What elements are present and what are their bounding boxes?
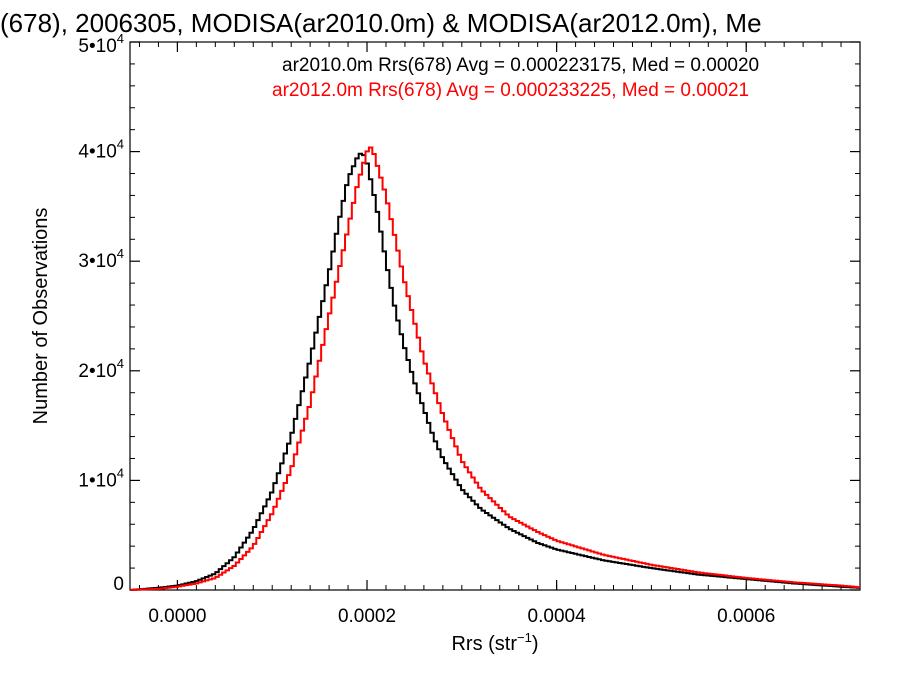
chart-title: (678), 2006305, MODISA(ar2010.0m) & MODI… (0, 8, 762, 38)
series-layer (130, 146, 860, 591)
series-ar2012-line (130, 146, 860, 591)
y-tick-label: 1•104 (78, 465, 124, 491)
y-tick-label-base: 4•10 (78, 142, 116, 163)
y-tick-label-exp: 4 (117, 465, 124, 480)
x-axis-label-tail: ) (532, 633, 539, 655)
y-tick-label: 5•104 (78, 31, 124, 57)
y-tick-label-exp: 4 (117, 137, 124, 152)
y-tick-label-base: 5•10 (78, 36, 116, 57)
y-tick-label-base: 2•10 (78, 361, 116, 382)
x-axis-label-main: Rrs (str (451, 633, 517, 655)
y-tick-label-base: 3•10 (78, 251, 116, 272)
y-tick-label-exp: 4 (117, 31, 124, 46)
y-tick-label-exp: 4 (117, 356, 124, 371)
x-tick-label: 0.0002 (338, 606, 396, 627)
y-tick-label-exp: 4 (117, 246, 124, 261)
plot-frame (129, 41, 861, 591)
y-tick-label: 3•104 (78, 246, 124, 272)
x-tick-label: 0.0006 (717, 606, 775, 627)
y-tick-label: 0 (113, 574, 124, 595)
y-tick-label: 2•104 (78, 356, 124, 382)
series-ar2010-line (130, 152, 860, 591)
y-tick-label: 4•104 (78, 137, 124, 163)
x-tick-label: 0.0004 (528, 606, 587, 627)
annotation-ar2012: ar2012.0m Rrs(678) Avg = 0.000233225, Me… (272, 80, 749, 101)
y-tick-label-base: 1•10 (78, 470, 116, 491)
y-axis-label: Number of Observations (30, 208, 52, 425)
x-axis: 0.0000 0.0002 0.0004 0.0006 (138, 42, 842, 627)
y-tick-label-base: 0 (113, 574, 124, 595)
x-axis-label: Rrs (str−1) (451, 630, 538, 655)
x-tick-label: 0.0000 (148, 606, 206, 627)
annotation-ar2010: ar2010.0m Rrs(678) Avg = 0.000223175, Me… (282, 55, 759, 76)
x-axis-label-superscript: −1 (517, 630, 532, 645)
